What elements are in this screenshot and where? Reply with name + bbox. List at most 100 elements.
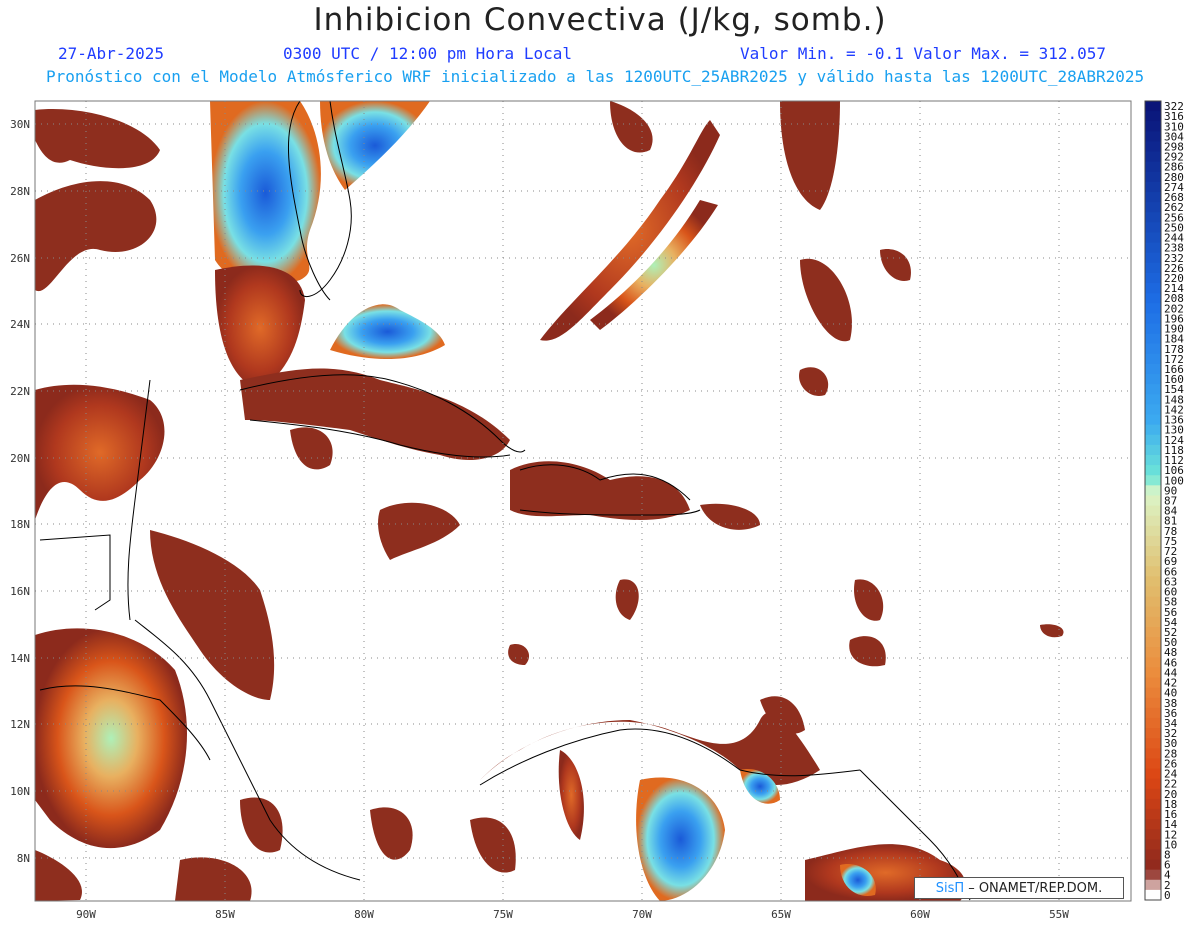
colorbar-label: 160 (1164, 373, 1184, 386)
lat-tick-label: 8N (17, 852, 30, 865)
colorbar-swatch (1145, 414, 1161, 426)
colorbar-swatch (1145, 374, 1161, 385)
colorbar-swatch (1145, 181, 1161, 193)
colorbar-label: 78 (1164, 525, 1177, 538)
colorbar-swatch (1145, 758, 1161, 770)
colorbar-label: 250 (1164, 221, 1184, 234)
colorbar-swatch (1145, 819, 1161, 830)
colorbar-label: 112 (1164, 454, 1184, 467)
colorbar-swatch (1145, 232, 1161, 244)
colorbar-label: 26 (1164, 757, 1177, 770)
colorbar-label: 8 (1164, 848, 1171, 861)
colorbar-swatch (1145, 566, 1161, 577)
colorbar-swatch (1145, 657, 1161, 668)
colorbar-swatch (1145, 262, 1161, 274)
colorbar-label: 24 (1164, 768, 1178, 781)
colorbar-label: 32 (1164, 727, 1177, 740)
colorbar-label: 28 (1164, 747, 1177, 760)
colorbar-label: 118 (1164, 444, 1184, 457)
colorbar-swatch (1145, 192, 1161, 203)
map-title: Inhibicion Convectiva (J/kg, somb.) (313, 2, 887, 38)
colorbar-frame (1144, 100, 1162, 901)
colorbar-label: 18 (1164, 798, 1177, 811)
colorbar-label: 87 (1164, 495, 1177, 508)
lat-tick-label: 28N (10, 185, 30, 198)
colorbar-label: 226 (1164, 262, 1184, 275)
colorbar-swatch (1145, 272, 1161, 284)
colorbar-swatch (1145, 637, 1161, 648)
colorbar-swatch (1145, 717, 1161, 729)
colorbar-label: 50 (1164, 636, 1177, 649)
colorbar-label: 256 (1164, 211, 1184, 224)
colorbar-label: 58 (1164, 596, 1177, 609)
colorbar-label: 238 (1164, 242, 1184, 255)
colorbar-swatch (1145, 323, 1161, 335)
colorbar-label: 178 (1164, 343, 1184, 356)
colorbar-label: 130 (1164, 424, 1184, 437)
colorbar-label: 268 (1164, 191, 1184, 204)
colorbar-swatch (1145, 505, 1161, 517)
colorbar-swatch (1145, 212, 1161, 223)
colorbar-label: 4 (1164, 869, 1171, 882)
colorbar-label: 22 (1164, 778, 1177, 791)
colorbar-swatch (1145, 707, 1161, 719)
colorbar-swatch (1145, 687, 1161, 699)
coastlines (39, 101, 971, 901)
colorbar-label: 220 (1164, 272, 1184, 285)
colorbar-label: 44 (1164, 666, 1178, 679)
colorbar-label: 172 (1164, 353, 1184, 366)
colorbar-label: 38 (1164, 697, 1177, 710)
colorbar-swatch (1145, 586, 1161, 598)
colorbar: 3223163103042982922862802742682622562502… (1144, 100, 1184, 902)
colorbar-label: 322 (1164, 100, 1184, 113)
colorbar-label: 100 (1164, 474, 1184, 487)
lon-tick-label: 80W (354, 908, 374, 921)
colorbar-label: 52 (1164, 626, 1177, 639)
colorbar-swatch (1145, 111, 1161, 122)
colorbar-label: 54 (1164, 616, 1178, 629)
lon-tick-label: 65W (771, 908, 791, 921)
colorbar-label: 72 (1164, 545, 1177, 558)
lat-tick-label: 22N (10, 385, 30, 398)
colorbar-swatch (1145, 161, 1161, 173)
colorbar-swatch (1145, 141, 1161, 153)
colorbar-label: 280 (1164, 171, 1184, 184)
lat-tick-label: 10N (10, 785, 30, 798)
lon-tick-label: 75W (493, 908, 513, 921)
colorbar-label: 316 (1164, 110, 1184, 123)
lon-tick-label: 60W (910, 908, 930, 921)
colorbar-label: 48 (1164, 646, 1177, 659)
colorbar-label: 6 (1164, 859, 1171, 872)
colorbar-label: 0 (1164, 889, 1171, 902)
colorbar-swatch (1145, 697, 1161, 709)
colorbar-swatch (1145, 424, 1161, 436)
colorbar-label: 124 (1164, 434, 1184, 447)
colorbar-swatch (1145, 849, 1161, 861)
colorbar-label: 310 (1164, 120, 1184, 133)
colorbar-swatch (1145, 515, 1161, 527)
colorbar-label: 142 (1164, 403, 1184, 416)
colorbar-label: 81 (1164, 515, 1177, 528)
colorbar-swatch (1145, 242, 1161, 254)
lon-tick-label: 85W (215, 908, 235, 921)
colorbar-label: 84 (1164, 505, 1178, 518)
grid (35, 101, 1131, 901)
colorbar-label: 166 (1164, 363, 1184, 376)
colorbar-swatch (1145, 353, 1161, 365)
colorbar-label: 262 (1164, 201, 1184, 214)
colorbar-swatch (1145, 768, 1161, 780)
colorbar-label: 208 (1164, 292, 1184, 305)
colorbar-swatch (1145, 728, 1161, 739)
lat-tick-label: 12N (10, 718, 30, 731)
colorbar-label: 2 (1164, 879, 1171, 892)
colorbar-swatch (1145, 333, 1161, 345)
colorbar-swatch (1145, 202, 1161, 213)
lat-tick-labels: 30N 28N 26N 24N 22N 20N 18N 16N 14N 12N 10N 8N (10, 118, 30, 865)
colorbar-swatch (1145, 839, 1161, 850)
colorbar-swatch (1145, 485, 1161, 496)
colorbar-swatch (1145, 626, 1161, 638)
colorbar-label: 232 (1164, 252, 1184, 265)
colorbar-swatch (1145, 596, 1161, 608)
colorbar-label: 286 (1164, 161, 1184, 174)
